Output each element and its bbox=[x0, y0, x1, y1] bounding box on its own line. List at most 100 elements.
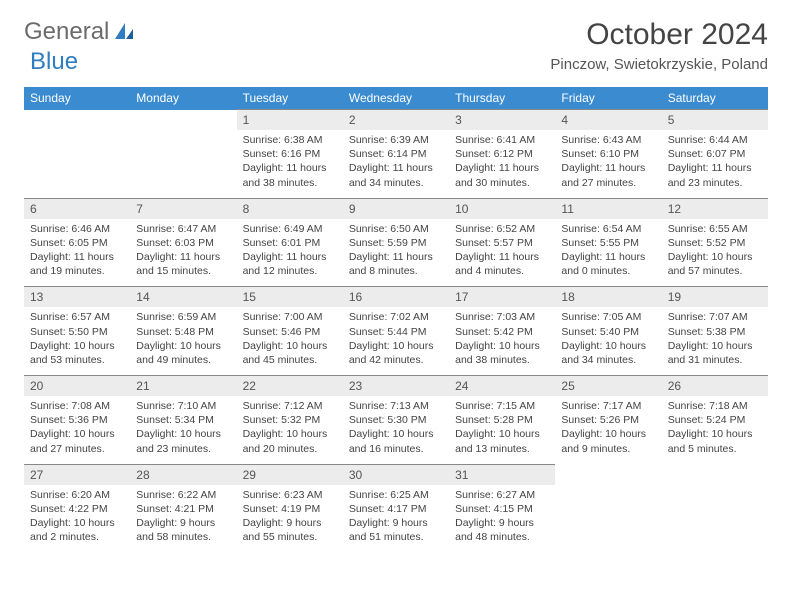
daylight-line: Daylight: 11 hours and 12 minutes. bbox=[243, 250, 337, 278]
sunset-line: Sunset: 5:24 PM bbox=[668, 413, 762, 427]
day-details: Sunrise: 6:59 AMSunset: 5:48 PMDaylight:… bbox=[130, 307, 236, 375]
calendar-cell: 21Sunrise: 7:10 AMSunset: 5:34 PMDayligh… bbox=[130, 376, 236, 465]
day-number: 21 bbox=[130, 376, 236, 396]
day-details: Sunrise: 7:10 AMSunset: 5:34 PMDaylight:… bbox=[130, 396, 236, 464]
day-details: Sunrise: 7:00 AMSunset: 5:46 PMDaylight:… bbox=[237, 307, 343, 375]
calendar-cell bbox=[130, 110, 236, 199]
daylight-line: Daylight: 10 hours and 42 minutes. bbox=[349, 339, 443, 367]
calendar-cell: 22Sunrise: 7:12 AMSunset: 5:32 PMDayligh… bbox=[237, 376, 343, 465]
sunrise-line: Sunrise: 7:15 AM bbox=[455, 399, 549, 413]
day-details: Sunrise: 6:55 AMSunset: 5:52 PMDaylight:… bbox=[662, 219, 768, 287]
day-number: 28 bbox=[130, 465, 236, 485]
daylight-line: Daylight: 11 hours and 30 minutes. bbox=[455, 161, 549, 189]
weekday-header: Monday bbox=[130, 87, 236, 110]
calendar-table: SundayMondayTuesdayWednesdayThursdayFrid… bbox=[24, 87, 768, 552]
day-details: Sunrise: 6:20 AMSunset: 4:22 PMDaylight:… bbox=[24, 485, 130, 553]
day-number: 8 bbox=[237, 199, 343, 219]
daylight-line: Daylight: 11 hours and 0 minutes. bbox=[561, 250, 655, 278]
daylight-line: Daylight: 10 hours and 5 minutes. bbox=[668, 427, 762, 455]
calendar-cell: 6Sunrise: 6:46 AMSunset: 6:05 PMDaylight… bbox=[24, 198, 130, 287]
logo-text-1: General bbox=[24, 18, 109, 46]
day-number: 16 bbox=[343, 287, 449, 307]
calendar-cell: 16Sunrise: 7:02 AMSunset: 5:44 PMDayligh… bbox=[343, 287, 449, 376]
daylight-line: Daylight: 10 hours and 45 minutes. bbox=[243, 339, 337, 367]
sunset-line: Sunset: 5:28 PM bbox=[455, 413, 549, 427]
day-number: 3 bbox=[449, 110, 555, 130]
calendar-row: 27Sunrise: 6:20 AMSunset: 4:22 PMDayligh… bbox=[24, 464, 768, 552]
day-details: Sunrise: 7:02 AMSunset: 5:44 PMDaylight:… bbox=[343, 307, 449, 375]
day-number: 5 bbox=[662, 110, 768, 130]
sunrise-line: Sunrise: 6:50 AM bbox=[349, 222, 443, 236]
daylight-line: Daylight: 9 hours and 55 minutes. bbox=[243, 516, 337, 544]
sunrise-line: Sunrise: 6:59 AM bbox=[136, 310, 230, 324]
calendar-cell: 2Sunrise: 6:39 AMSunset: 6:14 PMDaylight… bbox=[343, 110, 449, 199]
day-number: 17 bbox=[449, 287, 555, 307]
calendar-cell: 14Sunrise: 6:59 AMSunset: 5:48 PMDayligh… bbox=[130, 287, 236, 376]
daylight-line: Daylight: 9 hours and 51 minutes. bbox=[349, 516, 443, 544]
calendar-cell: 31Sunrise: 6:27 AMSunset: 4:15 PMDayligh… bbox=[449, 464, 555, 552]
sunrise-line: Sunrise: 6:41 AM bbox=[455, 133, 549, 147]
day-number: 14 bbox=[130, 287, 236, 307]
sunrise-line: Sunrise: 7:17 AM bbox=[561, 399, 655, 413]
day-number: 24 bbox=[449, 376, 555, 396]
day-number: 22 bbox=[237, 376, 343, 396]
day-number: 30 bbox=[343, 465, 449, 485]
daylight-line: Daylight: 11 hours and 15 minutes. bbox=[136, 250, 230, 278]
day-number: 11 bbox=[555, 199, 661, 219]
day-number: 23 bbox=[343, 376, 449, 396]
calendar-cell: 27Sunrise: 6:20 AMSunset: 4:22 PMDayligh… bbox=[24, 464, 130, 552]
sunset-line: Sunset: 5:50 PM bbox=[30, 325, 124, 339]
day-number: 10 bbox=[449, 199, 555, 219]
sunset-line: Sunset: 5:36 PM bbox=[30, 413, 124, 427]
sunset-line: Sunset: 4:22 PM bbox=[30, 502, 124, 516]
sunrise-line: Sunrise: 7:02 AM bbox=[349, 310, 443, 324]
calendar-cell: 15Sunrise: 7:00 AMSunset: 5:46 PMDayligh… bbox=[237, 287, 343, 376]
daylight-line: Daylight: 10 hours and 34 minutes. bbox=[561, 339, 655, 367]
daylight-line: Daylight: 10 hours and 57 minutes. bbox=[668, 250, 762, 278]
daylight-line: Daylight: 10 hours and 31 minutes. bbox=[668, 339, 762, 367]
sunset-line: Sunset: 4:21 PM bbox=[136, 502, 230, 516]
calendar-row: 13Sunrise: 6:57 AMSunset: 5:50 PMDayligh… bbox=[24, 287, 768, 376]
sunset-line: Sunset: 5:44 PM bbox=[349, 325, 443, 339]
sunrise-line: Sunrise: 7:05 AM bbox=[561, 310, 655, 324]
day-details: Sunrise: 6:39 AMSunset: 6:14 PMDaylight:… bbox=[343, 130, 449, 198]
sunset-line: Sunset: 5:57 PM bbox=[455, 236, 549, 250]
calendar-body: 1Sunrise: 6:38 AMSunset: 6:16 PMDaylight… bbox=[24, 110, 768, 553]
sunset-line: Sunset: 5:26 PM bbox=[561, 413, 655, 427]
calendar-cell: 1Sunrise: 6:38 AMSunset: 6:16 PMDaylight… bbox=[237, 110, 343, 199]
day-details: Sunrise: 7:08 AMSunset: 5:36 PMDaylight:… bbox=[24, 396, 130, 464]
calendar-cell bbox=[555, 464, 661, 552]
sunset-line: Sunset: 5:46 PM bbox=[243, 325, 337, 339]
daylight-line: Daylight: 10 hours and 20 minutes. bbox=[243, 427, 337, 455]
calendar-cell: 19Sunrise: 7:07 AMSunset: 5:38 PMDayligh… bbox=[662, 287, 768, 376]
daylight-line: Daylight: 10 hours and 49 minutes. bbox=[136, 339, 230, 367]
day-details: Sunrise: 7:03 AMSunset: 5:42 PMDaylight:… bbox=[449, 307, 555, 375]
daylight-line: Daylight: 11 hours and 38 minutes. bbox=[243, 161, 337, 189]
sunrise-line: Sunrise: 6:23 AM bbox=[243, 488, 337, 502]
logo-sail-icon bbox=[113, 21, 135, 43]
location-text: Pinczow, Swietokrzyskie, Poland bbox=[550, 56, 768, 73]
sunrise-line: Sunrise: 6:27 AM bbox=[455, 488, 549, 502]
day-number: 1 bbox=[237, 110, 343, 130]
day-details: Sunrise: 6:22 AMSunset: 4:21 PMDaylight:… bbox=[130, 485, 236, 553]
sunset-line: Sunset: 5:48 PM bbox=[136, 325, 230, 339]
sunrise-line: Sunrise: 6:52 AM bbox=[455, 222, 549, 236]
calendar-cell: 4Sunrise: 6:43 AMSunset: 6:10 PMDaylight… bbox=[555, 110, 661, 199]
sunrise-line: Sunrise: 6:25 AM bbox=[349, 488, 443, 502]
calendar-cell: 13Sunrise: 6:57 AMSunset: 5:50 PMDayligh… bbox=[24, 287, 130, 376]
day-number: 6 bbox=[24, 199, 130, 219]
daylight-line: Daylight: 10 hours and 38 minutes. bbox=[455, 339, 549, 367]
sunset-line: Sunset: 5:32 PM bbox=[243, 413, 337, 427]
day-number: 12 bbox=[662, 199, 768, 219]
sunrise-line: Sunrise: 6:57 AM bbox=[30, 310, 124, 324]
sunset-line: Sunset: 6:12 PM bbox=[455, 147, 549, 161]
day-details: Sunrise: 6:46 AMSunset: 6:05 PMDaylight:… bbox=[24, 219, 130, 287]
day-details: Sunrise: 6:44 AMSunset: 6:07 PMDaylight:… bbox=[662, 130, 768, 198]
calendar-cell: 29Sunrise: 6:23 AMSunset: 4:19 PMDayligh… bbox=[237, 464, 343, 552]
sunrise-line: Sunrise: 6:38 AM bbox=[243, 133, 337, 147]
sunrise-line: Sunrise: 7:03 AM bbox=[455, 310, 549, 324]
day-details: Sunrise: 7:15 AMSunset: 5:28 PMDaylight:… bbox=[449, 396, 555, 464]
day-number: 9 bbox=[343, 199, 449, 219]
day-details: Sunrise: 6:57 AMSunset: 5:50 PMDaylight:… bbox=[24, 307, 130, 375]
calendar-cell: 12Sunrise: 6:55 AMSunset: 5:52 PMDayligh… bbox=[662, 198, 768, 287]
